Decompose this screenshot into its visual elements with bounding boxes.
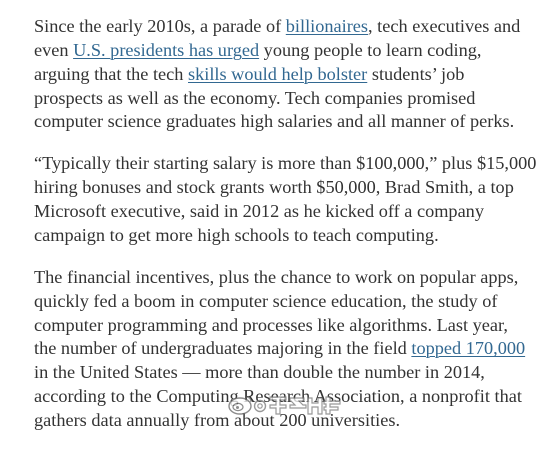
text-line: The financial incentives, plus the chanc… [34, 266, 536, 290]
text-segment: young people to learn coding, [259, 39, 482, 60]
text-line: according to the Computing Research Asso… [34, 385, 536, 409]
link-skills-help-bolster[interactable]: skills would help bolster [188, 63, 368, 84]
text-line: Since the early 2010s, a parade of billi… [34, 15, 536, 39]
text-segment: campaign to get more high schools to tea… [34, 224, 439, 245]
text-segment: Microsoft executive, said in 2012 as he … [34, 201, 484, 222]
text-segment: , tech executives and [368, 16, 521, 37]
text-line: campaign to get more high schools to tea… [34, 224, 536, 248]
text-line: in the United States — more than double … [34, 361, 536, 385]
text-segment: in the United States — more than double … [34, 362, 485, 383]
article-body: Since the early 2010s, a parade of billi… [34, 2, 536, 451]
text-line: prospects as well as the economy. Tech c… [34, 87, 536, 111]
text-line: quickly fed a boom in computer science e… [34, 290, 536, 314]
text-segment: arguing that the tech [34, 63, 188, 84]
text-line: arguing that the tech skills would help … [34, 63, 536, 87]
text-line: Microsoft executive, said in 2012 as he … [34, 200, 536, 224]
text-segment: according to the Computing Research Asso… [34, 385, 522, 406]
text-line: hiring bonuses and stock grants worth $5… [34, 176, 536, 200]
text-segment: the number of undergraduates majoring in… [34, 338, 412, 359]
text-segment: gathers data annually from about 200 uni… [34, 409, 401, 430]
text-line: “Typically their starting salary is more… [34, 152, 536, 176]
text-segment: Since the early 2010s, a parade of [34, 16, 286, 37]
link-billionaires[interactable]: billionaires [285, 16, 369, 37]
text-segment: “Typically their starting salary is more… [34, 153, 537, 174]
text-segment: quickly fed a boom in computer science e… [34, 290, 498, 311]
text-segment: students’ job [367, 63, 465, 84]
text-segment: The financial incentives, plus the chanc… [34, 266, 519, 287]
text-line: the number of undergraduates majoring in… [34, 337, 536, 361]
text-line: computer programming and processes like … [34, 314, 536, 338]
text-segment: hiring bonuses and stock grants worth $5… [34, 177, 514, 198]
link-us-presidents-urged[interactable]: U.S. presidents has urged [73, 39, 260, 60]
text-line: computer science graduates high salaries… [34, 110, 536, 134]
text-segment: computer programming and processes like … [34, 314, 508, 335]
link-topped-170000[interactable]: topped 170,000 [411, 338, 526, 359]
text-line: gathers data annually from about 200 uni… [34, 409, 536, 433]
text-line: even U.S. presidents has urged young peo… [34, 39, 536, 63]
text-segment: prospects as well as the economy. Tech c… [34, 87, 476, 108]
text-segment: even [34, 39, 74, 60]
text-segment: computer science graduates high salaries… [34, 111, 515, 132]
